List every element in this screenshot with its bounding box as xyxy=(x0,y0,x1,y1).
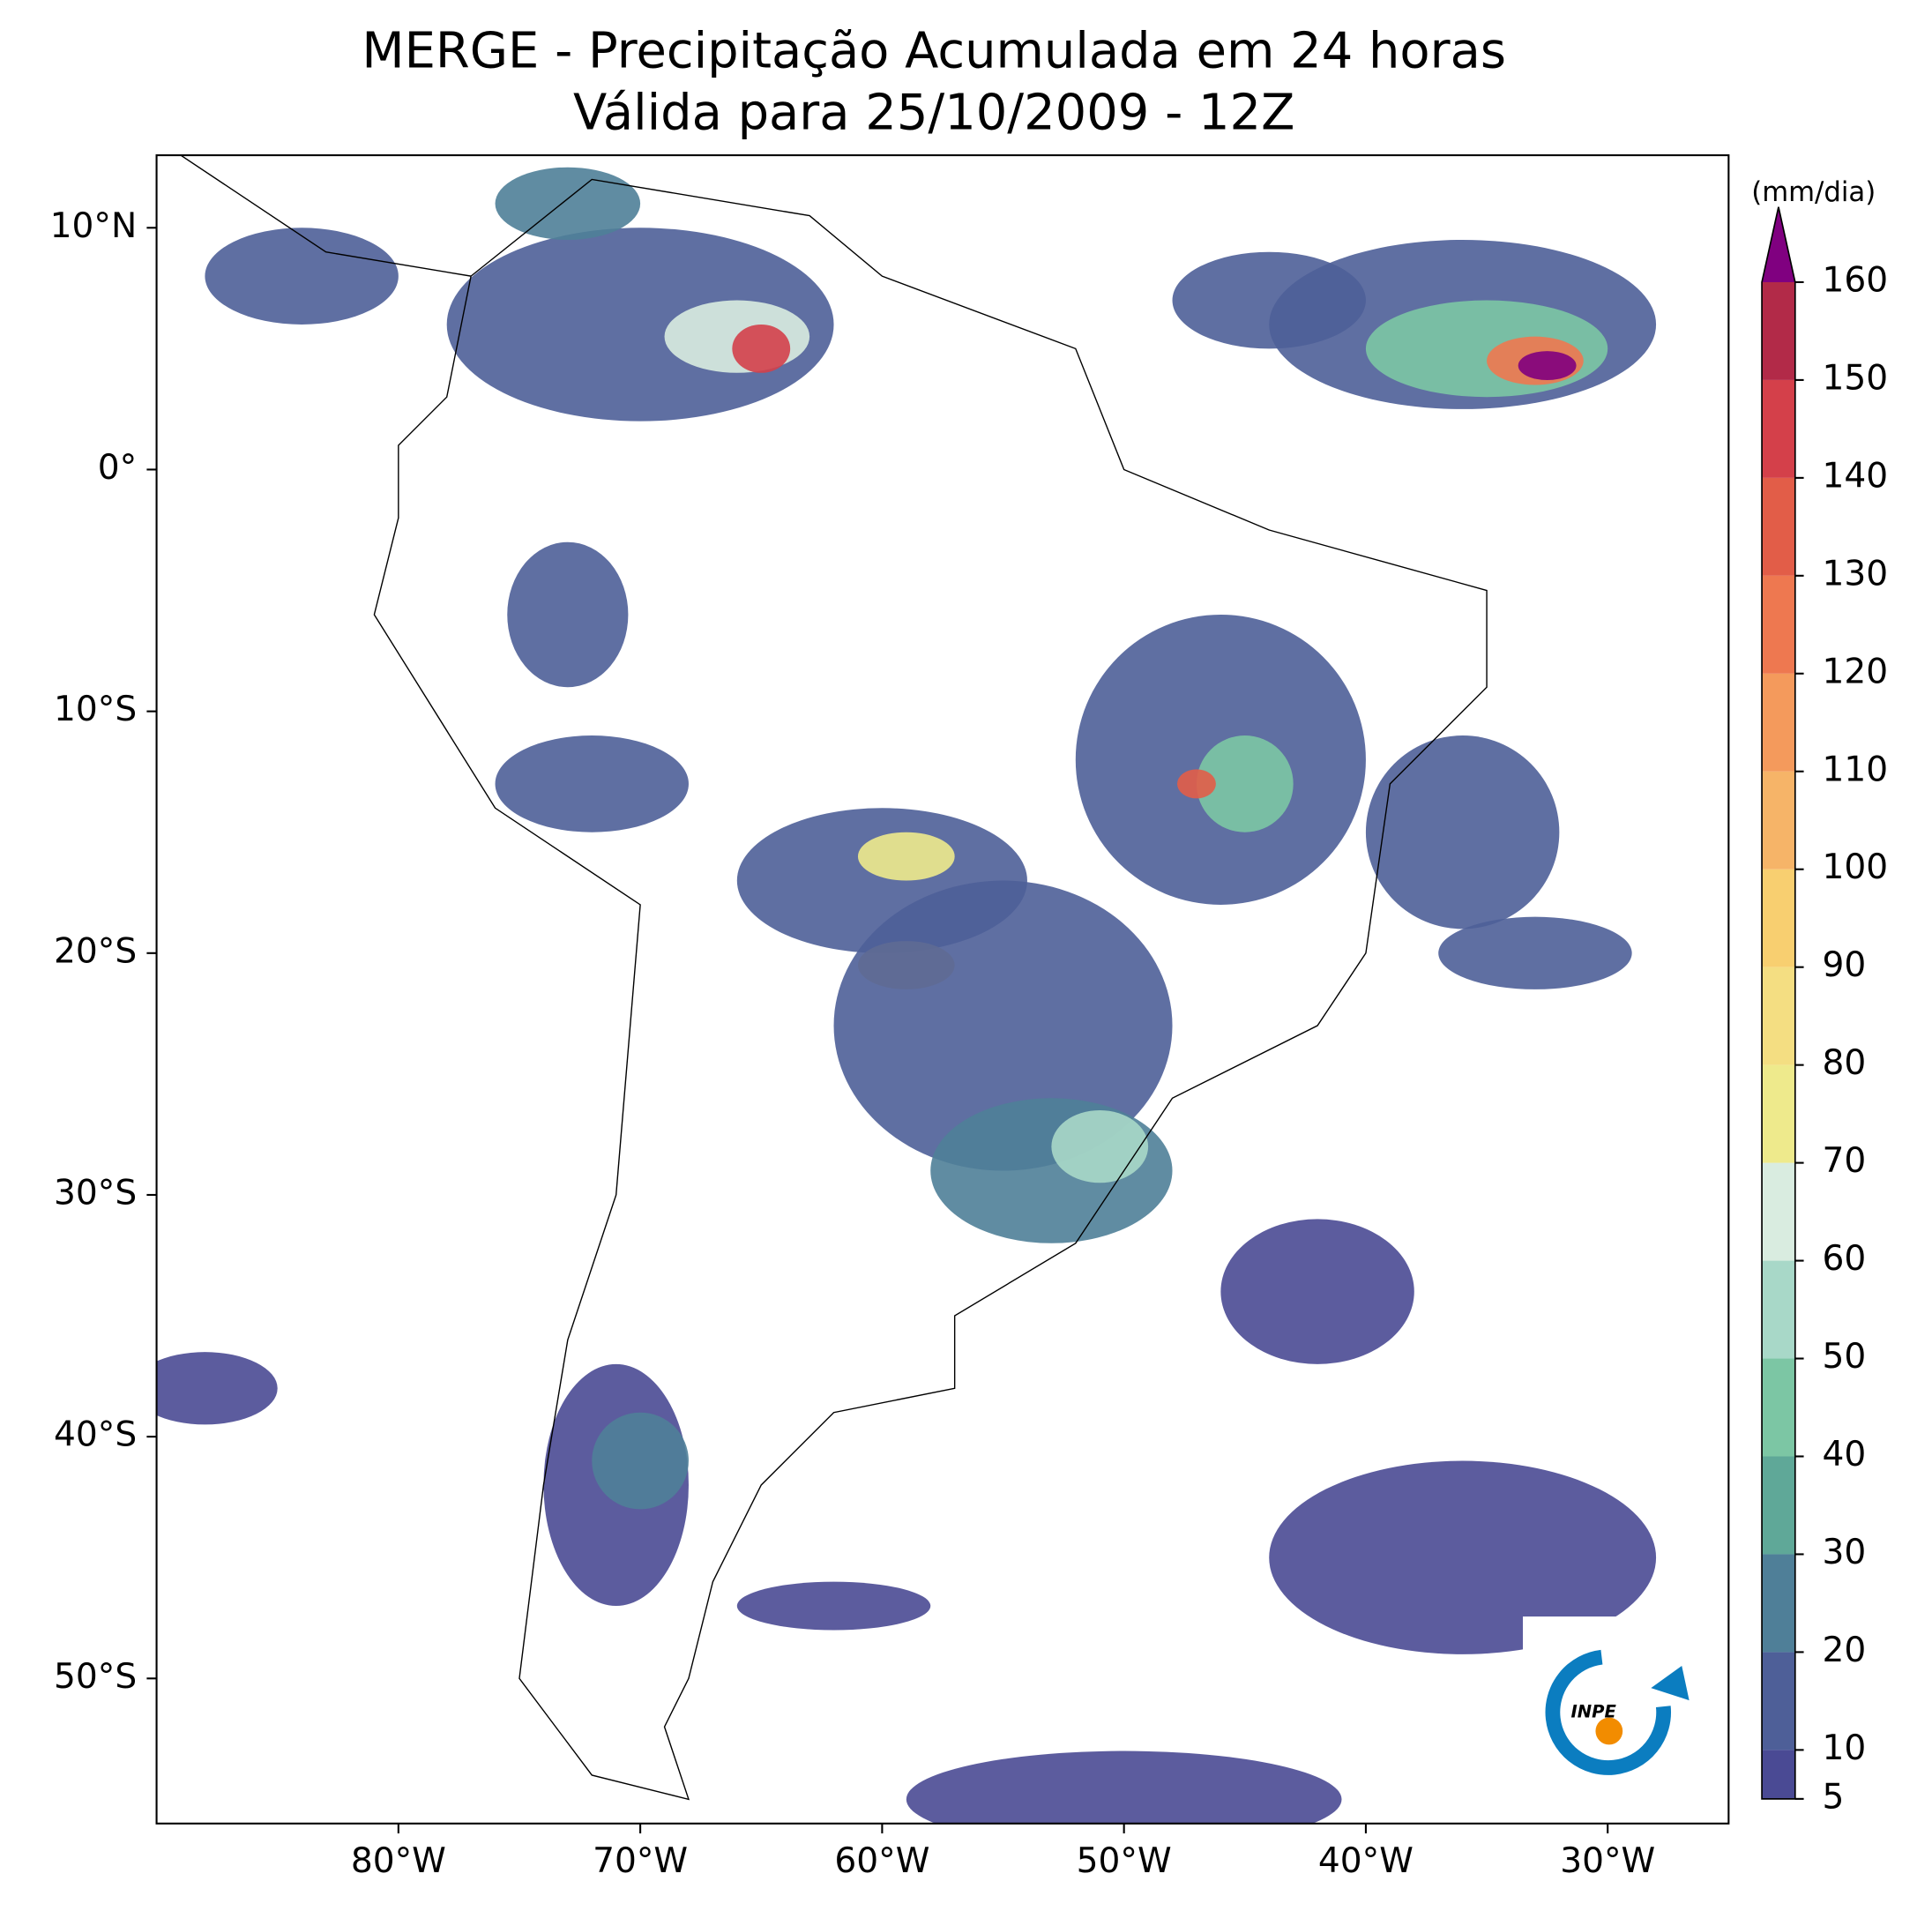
precip-area xyxy=(205,228,399,325)
y-tick-label: 40°S xyxy=(54,1415,137,1455)
colorbar-tick-label: 40 xyxy=(1823,1435,1867,1474)
precip-area xyxy=(1051,1110,1149,1183)
x-tick-label: 40°W xyxy=(1318,1841,1414,1881)
colorbar-tick-label: 90 xyxy=(1823,945,1867,985)
logo-text: INPE xyxy=(1571,1702,1617,1722)
colorbar-segment xyxy=(1762,281,1795,380)
colorbar-tick-label: 130 xyxy=(1823,554,1889,593)
colorbar-tick-label: 5 xyxy=(1823,1777,1845,1817)
y-tick-label: 10°N xyxy=(50,206,138,246)
colorbar-tick-label: 20 xyxy=(1823,1631,1867,1670)
colorbar-tick-label: 120 xyxy=(1823,652,1889,691)
precip-area xyxy=(857,832,955,881)
subtitle: Válida para 25/10/2009 - 12Z xyxy=(573,84,1294,141)
logo: INPE xyxy=(1545,1649,1690,1775)
precip-area xyxy=(1172,251,1366,349)
colorbar-segment xyxy=(1762,1162,1795,1261)
x-tick-label: 60°W xyxy=(834,1841,929,1881)
colorbar-segment xyxy=(1762,1358,1795,1457)
colorbar-outline xyxy=(1761,206,1796,1800)
precip-area xyxy=(495,167,641,241)
colorbar-segment xyxy=(1762,1456,1795,1555)
precip-area xyxy=(495,735,689,832)
title: MERGE - Precipitação Acumulada em 24 hor… xyxy=(362,23,1506,80)
colorbar-tick-label: 110 xyxy=(1823,750,1889,789)
colorbar-segment xyxy=(1762,1554,1795,1653)
precip-area xyxy=(1518,351,1577,381)
precip-area xyxy=(1438,916,1632,989)
precip-area xyxy=(507,541,629,688)
colorbar-tick-label: 50 xyxy=(1823,1337,1867,1377)
colorbar-segment xyxy=(1762,477,1795,576)
colorbar-tick-label: 60 xyxy=(1823,1239,1867,1279)
colorbar-tick-label: 30 xyxy=(1823,1533,1867,1572)
colorbar-tick-label: 10 xyxy=(1823,1728,1867,1768)
colorbar-tick-label: 100 xyxy=(1823,847,1889,887)
coastline xyxy=(373,178,1488,1801)
y-tick-label: 50°S xyxy=(54,1657,137,1697)
colorbar-segment xyxy=(1762,1750,1795,1799)
x-tick-label: 80°W xyxy=(351,1841,446,1881)
precip-area xyxy=(156,1352,278,1425)
y-tick-label: 0° xyxy=(98,448,137,488)
colorbar-segment xyxy=(1762,869,1795,967)
precip-area xyxy=(1176,769,1216,799)
precip-area xyxy=(732,324,791,373)
precip-area xyxy=(1365,735,1560,929)
precip-area xyxy=(1220,1219,1414,1364)
x-tick-label: 30°W xyxy=(1560,1841,1655,1881)
x-tick-label: 70°W xyxy=(593,1841,688,1881)
colorbar-segment xyxy=(1762,1260,1795,1359)
y-tick-label: 20°S xyxy=(54,931,137,971)
colorbar-segment xyxy=(1762,1064,1795,1163)
colorbar-segment xyxy=(1762,1652,1795,1751)
colorbar-segment xyxy=(1762,673,1795,772)
colorbar-tick-label: 160 xyxy=(1823,260,1889,300)
precip-area xyxy=(736,1581,931,1631)
colorbar: 5 10 20 30 40 50 60 70 80 90 100 110 120 130 140 150 160 xyxy=(1761,206,1889,1817)
colorbar-segment xyxy=(1762,967,1795,1065)
precip-area xyxy=(930,1098,1173,1243)
colorbar-tick-label: 80 xyxy=(1823,1043,1867,1083)
colorbar-extend xyxy=(1762,206,1795,282)
precip-area xyxy=(592,1412,689,1510)
colorbar-tick-label: 140 xyxy=(1823,456,1889,496)
precip-area xyxy=(1269,1460,1657,1654)
x-tick-label: 50°W xyxy=(1077,1841,1172,1881)
colorbar-segment xyxy=(1762,379,1795,478)
precip-area xyxy=(906,1751,1342,1824)
colorbar-segment xyxy=(1762,575,1795,674)
precip-area xyxy=(833,880,1173,1171)
colorbar-label: (mm/dia) xyxy=(1751,176,1876,208)
precip-area xyxy=(1196,735,1294,832)
map-frame xyxy=(155,153,1730,1825)
colorbar-tick-label: 150 xyxy=(1823,358,1889,398)
map-area xyxy=(156,155,1657,1824)
y-tick-label: 10°S xyxy=(54,690,137,729)
colorbar-tick-label: 70 xyxy=(1823,1141,1867,1181)
y-tick-label: 30°S xyxy=(54,1173,137,1213)
colorbar-segment xyxy=(1762,771,1795,870)
